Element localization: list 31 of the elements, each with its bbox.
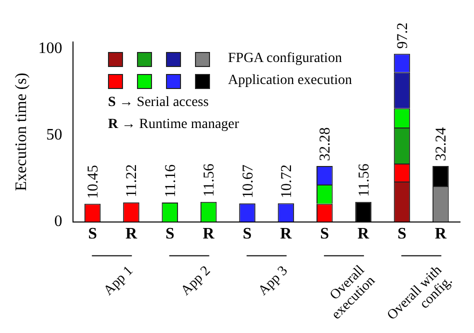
total-label: 97.2 bbox=[394, 22, 411, 49]
y-axis-title: Execution time (s) bbox=[12, 72, 30, 191]
x-tick-label: R bbox=[125, 226, 138, 243]
x-tick-label: S bbox=[242, 226, 252, 243]
total-label: 11.56 bbox=[356, 163, 372, 197]
text: App 3 bbox=[256, 264, 291, 299]
y-tick-label: 50 bbox=[46, 126, 62, 144]
x-tick-label: R bbox=[358, 226, 370, 243]
annotation: S → Serial access bbox=[108, 94, 210, 112]
total-label: 11.16 bbox=[162, 164, 179, 198]
x-tick-label: S bbox=[398, 226, 407, 243]
total-label: 10.67 bbox=[240, 164, 256, 198]
total-label: 11.56 bbox=[202, 163, 218, 197]
x-tick-label: S bbox=[88, 226, 98, 243]
x-tick-label: S bbox=[165, 226, 174, 243]
y-tick-label: 100 bbox=[38, 40, 62, 58]
x-tick-label: R bbox=[434, 226, 447, 243]
x-tick-label: S bbox=[320, 226, 330, 243]
x-tick-label: R bbox=[202, 226, 215, 243]
x-tick-label: R bbox=[280, 226, 292, 243]
total-label: 10.72 bbox=[278, 164, 295, 198]
y-tick-label: 0 bbox=[54, 213, 62, 230]
text: App 1 bbox=[101, 264, 136, 299]
text: App 2 bbox=[178, 264, 214, 299]
total-label: 32.24 bbox=[434, 126, 450, 162]
total-label: 32.28 bbox=[318, 127, 334, 161]
legend-label: Application execution bbox=[228, 72, 352, 90]
total-label: 11.22 bbox=[124, 164, 140, 198]
legend-label: FPGA configuration bbox=[228, 50, 342, 68]
annotation: R → Runtime manager bbox=[108, 117, 240, 132]
total-label: 10.45 bbox=[86, 164, 102, 199]
